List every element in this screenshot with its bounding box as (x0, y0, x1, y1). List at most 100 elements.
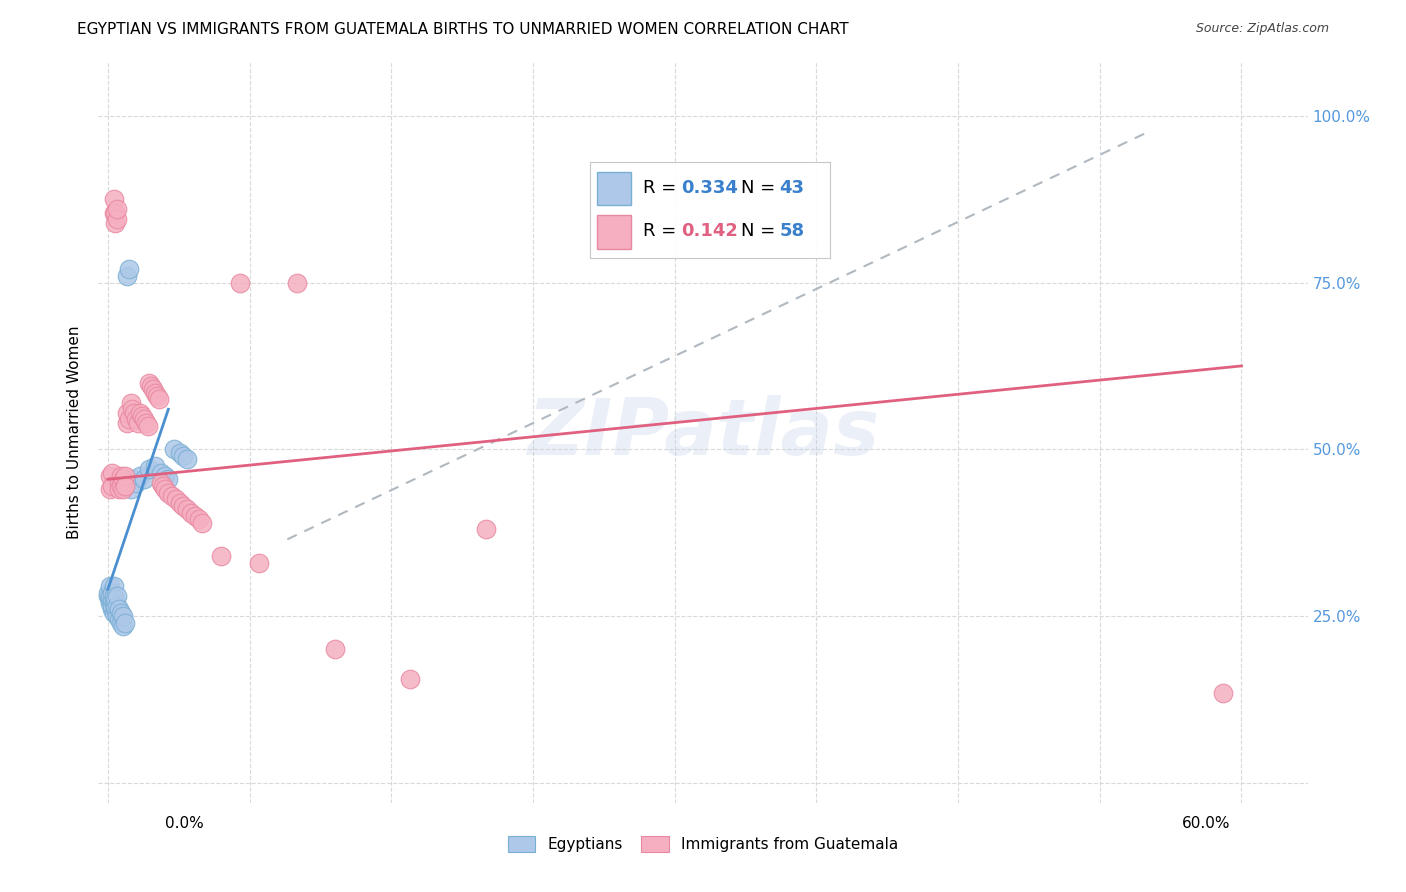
Point (115, 406, 138, 420)
Point (103, 596, 125, 610)
Point (176, 502, 198, 516)
Point (191, 516, 214, 530)
Point (153, 483, 176, 497)
Text: N =: N = (741, 179, 780, 197)
Point (98, 592, 121, 607)
Point (138, 376, 160, 390)
Text: N =: N = (741, 222, 780, 240)
Point (100, 592, 122, 607)
Point (103, 606, 125, 620)
Point (129, 406, 152, 420)
Point (98, 596, 121, 610)
Point (111, 472, 134, 486)
Point (103, 579, 125, 593)
Point (141, 379, 163, 393)
Legend: Egyptians, Immigrants from Guatemala: Egyptians, Immigrants from Guatemala (502, 830, 904, 858)
Point (98, 469, 121, 483)
Point (105, 599, 128, 613)
Point (120, 483, 142, 497)
Point (120, 395, 142, 409)
Text: 58: 58 (779, 222, 804, 240)
Point (176, 452, 198, 467)
Point (104, 205, 127, 219)
Point (129, 469, 152, 483)
Point (184, 508, 207, 523)
Point (105, 589, 128, 603)
Point (474, 522, 496, 536)
Text: R =: R = (643, 179, 682, 197)
Point (110, 615, 132, 630)
Point (114, 615, 136, 630)
Point (110, 469, 132, 483)
Point (103, 589, 125, 603)
Point (157, 472, 180, 486)
Point (160, 489, 183, 503)
Point (209, 549, 232, 563)
Point (125, 475, 148, 490)
Point (100, 602, 122, 616)
Point (98, 483, 121, 497)
Point (138, 462, 160, 476)
Point (110, 479, 132, 493)
Text: 60.0%: 60.0% (1181, 816, 1230, 831)
Point (115, 416, 138, 430)
Point (132, 472, 155, 486)
Point (135, 416, 157, 430)
Y-axis label: Births to Unmarried Women: Births to Unmarried Women (67, 326, 83, 540)
Point (172, 449, 194, 463)
Point (97, 585, 120, 599)
Point (110, 606, 132, 620)
Point (108, 602, 131, 616)
Point (142, 382, 165, 396)
Point (1212, 686, 1234, 700)
Point (132, 412, 155, 426)
Point (98, 589, 121, 603)
Point (131, 409, 153, 423)
Text: ZIPatlas: ZIPatlas (527, 394, 879, 471)
Text: 43: 43 (779, 179, 804, 197)
Point (127, 416, 149, 430)
Point (111, 483, 134, 497)
Point (169, 496, 191, 510)
Point (148, 392, 170, 407)
Point (149, 466, 172, 480)
Point (121, 402, 143, 417)
Point (125, 412, 148, 426)
Text: EGYPTIAN VS IMMIGRANTS FROM GUATEMALA BIRTHS TO UNMARRIED WOMEN CORRELATION CHAR: EGYPTIAN VS IMMIGRANTS FROM GUATEMALA BI… (77, 22, 849, 37)
Point (100, 599, 122, 613)
Point (118, 412, 141, 426)
Point (136, 419, 159, 434)
Point (180, 506, 202, 520)
Point (143, 458, 166, 473)
Point (153, 469, 176, 483)
Point (104, 602, 127, 616)
Point (100, 479, 122, 493)
Point (105, 609, 128, 624)
Text: 0.0%: 0.0% (165, 816, 204, 831)
Point (323, 642, 346, 657)
Point (157, 485, 180, 500)
Text: R =: R = (643, 222, 682, 240)
Point (108, 612, 131, 626)
Point (104, 215, 127, 229)
Point (100, 466, 122, 480)
Point (152, 479, 174, 493)
Point (104, 592, 127, 607)
Point (104, 599, 127, 613)
Point (111, 619, 134, 633)
Text: Source: ZipAtlas.com: Source: ZipAtlas.com (1195, 22, 1329, 36)
Point (108, 475, 131, 490)
Point (165, 492, 187, 507)
Point (172, 499, 194, 513)
Point (187, 512, 209, 526)
Text: 0.334: 0.334 (681, 179, 738, 197)
Point (97, 589, 120, 603)
Point (143, 385, 166, 400)
Point (229, 276, 252, 290)
Point (146, 389, 169, 403)
Bar (598, 215, 630, 249)
Point (124, 406, 146, 420)
Point (399, 673, 422, 687)
Point (105, 202, 128, 217)
Point (114, 469, 136, 483)
